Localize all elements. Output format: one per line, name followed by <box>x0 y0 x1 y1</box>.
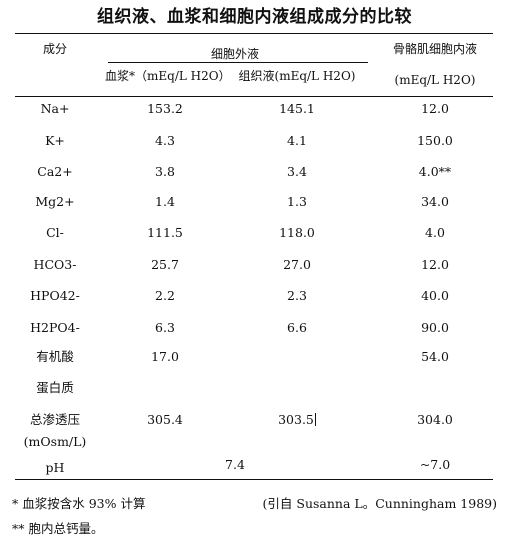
table-title: 组织液、血浆和细胞内液组成成分的比较 <box>97 7 412 27</box>
extracellular-underline <box>108 62 368 63</box>
row-interstitial: 303.5 <box>232 412 362 428</box>
row-plasma: 153.2 <box>147 101 183 116</box>
row-interstitial: 1.3 <box>287 194 307 209</box>
row-interstitial-value: 303.5 <box>278 412 314 427</box>
row-component: H2PO4- <box>30 320 80 335</box>
row-intracellular: 12.0 <box>421 257 449 272</box>
row-plasma: 3.8 <box>155 164 175 179</box>
row-component: 蛋白质 <box>36 380 74 395</box>
row-intracellular: 4.0** <box>418 164 452 179</box>
row-component: Ca2+ <box>37 164 73 179</box>
row-interstitial: 2.3 <box>287 288 307 303</box>
header-interstitial: 组织液(mEq/L H2O) <box>238 69 356 83</box>
row-interstitial: 3.4 <box>287 164 307 179</box>
row-plasma: 4.3 <box>155 133 175 148</box>
bottom-rule <box>15 479 493 480</box>
row-intracellular: 40.0 <box>421 288 449 303</box>
footnote-calcium: ** 胞内总钙量。 <box>12 521 104 536</box>
row-plasma: 1.4 <box>155 194 175 209</box>
row-intracellular: 4.0 <box>425 225 445 240</box>
row-plasma: 17.0 <box>151 349 179 364</box>
row-intracellular: 150.0 <box>417 133 453 148</box>
citation: (引自 Susanna L。Cunningham 1989) <box>262 496 497 511</box>
row-component: 总渗透压 <box>29 412 80 427</box>
header-intracellular-unit: (mEq/L H2O) <box>394 73 476 87</box>
row-interstitial: 27.0 <box>283 257 311 272</box>
row-interstitial: 6.6 <box>287 320 307 335</box>
ph-intracellular: ~7.0 <box>419 457 451 472</box>
row-component: (mOsm/L) <box>23 434 87 449</box>
row-component: K+ <box>45 133 65 148</box>
header-intracellular: 骨骼肌细胞内液 <box>392 42 477 56</box>
row-component: Mg2+ <box>35 194 75 209</box>
row-intracellular: 304.0 <box>417 412 453 427</box>
row-component: 有机酸 <box>36 349 74 364</box>
text-cursor <box>314 413 316 426</box>
row-component: HPO42- <box>30 288 80 303</box>
row-intracellular: 54.0 <box>421 349 449 364</box>
top-rule <box>15 33 493 34</box>
row-plasma: 6.3 <box>155 320 175 335</box>
row-interstitial: 118.0 <box>279 225 315 240</box>
row-intracellular: 12.0 <box>421 101 449 116</box>
row-interstitial: 4.1 <box>287 133 307 148</box>
ph-extracellular: 7.4 <box>225 457 245 472</box>
header-plasma-text: 血浆*（mEq/L H2O） <box>105 69 231 83</box>
header-rule <box>15 96 493 97</box>
row-interstitial: 145.1 <box>279 101 315 116</box>
row-component: Cl- <box>46 225 64 240</box>
row-component: Na+ <box>40 101 70 116</box>
header-plasma: 血浆*（mEq/L H2O） <box>105 68 231 84</box>
row-component: HCO3- <box>33 257 77 272</box>
row-plasma: 305.4 <box>147 412 183 427</box>
ph-label: pH <box>45 460 65 475</box>
header-component: 成分 <box>42 42 67 56</box>
header-extracellular: 细胞外液 <box>210 47 259 61</box>
footnote-plasma: * 血浆按含水 93% 计算 <box>12 496 146 511</box>
row-plasma: 111.5 <box>147 225 183 240</box>
row-plasma: 25.7 <box>151 257 179 272</box>
row-intracellular: 90.0 <box>421 320 449 335</box>
row-intracellular: 34.0 <box>421 194 449 209</box>
row-plasma: 2.2 <box>155 288 175 303</box>
